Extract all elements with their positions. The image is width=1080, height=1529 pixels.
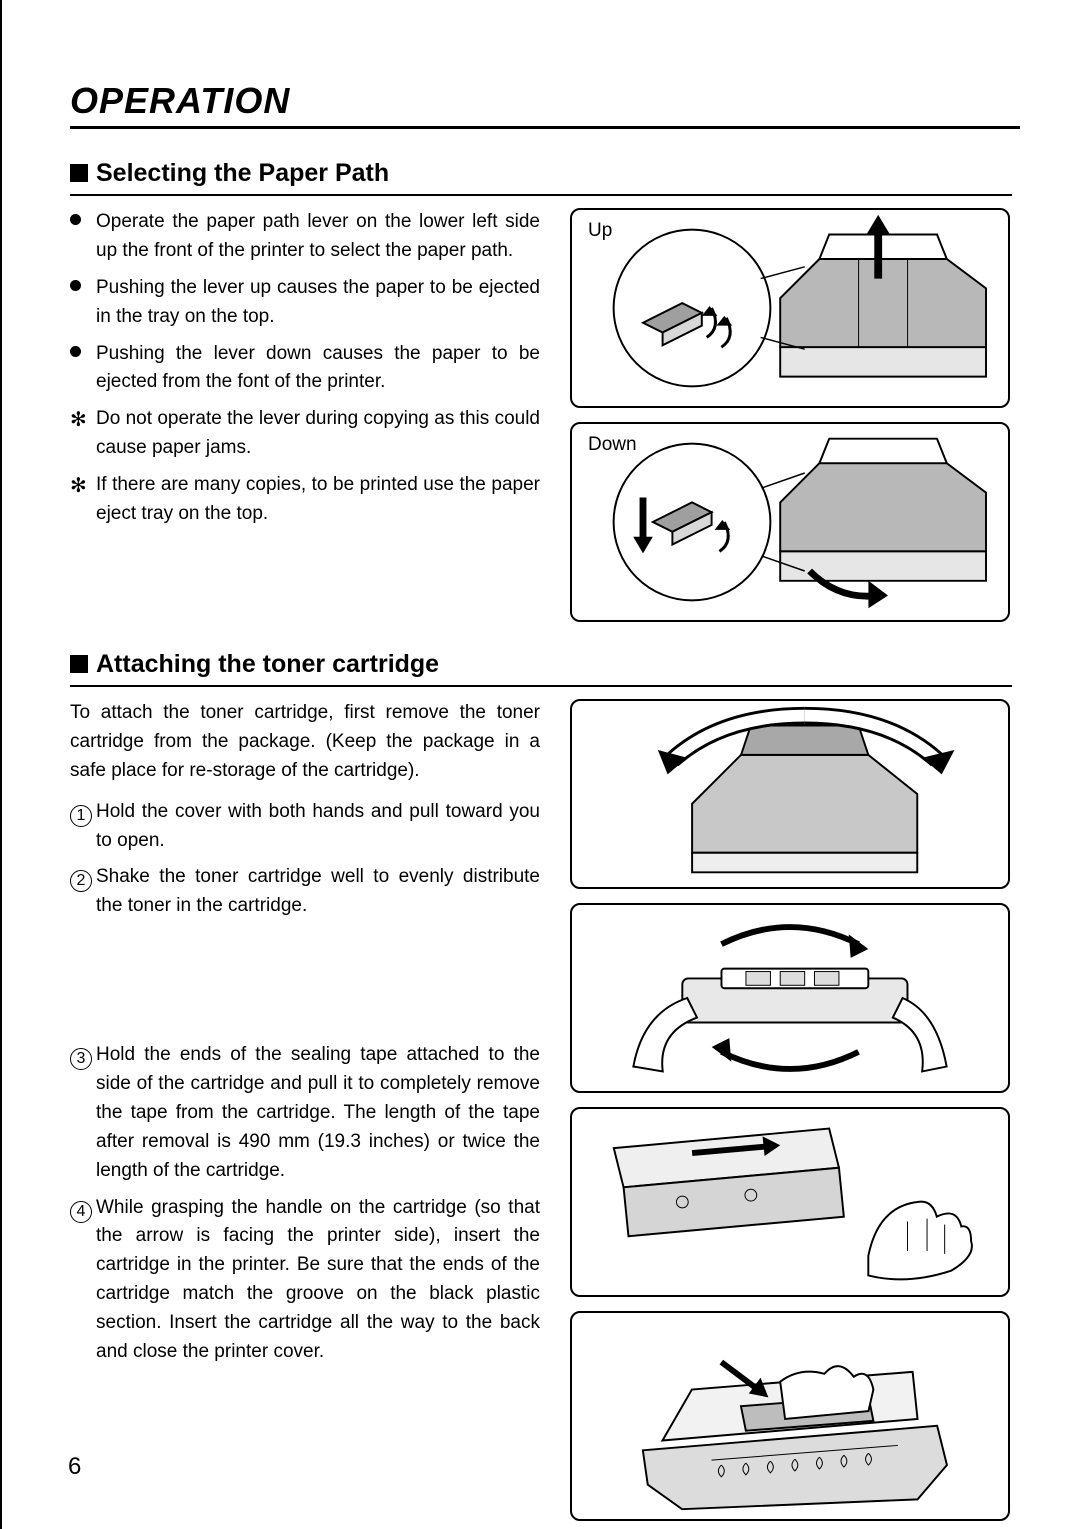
figure-lever-down: Down (570, 422, 1010, 622)
asterisk-icon: ✻ (70, 471, 92, 501)
figure-label: Down (586, 434, 639, 456)
list-item: ✻If there are many copies, to be printed… (70, 471, 540, 529)
bullet-dot-icon (70, 340, 92, 369)
section-paper-path: Selecting the Paper Path Operate the pap… (62, 159, 1020, 622)
step-number-icon: 3 (70, 1041, 92, 1070)
shake-cartridge-icon (572, 905, 1008, 1091)
page-title: OPERATION (70, 80, 1020, 129)
step-item: 1Hold the cover with both hands and pull… (70, 798, 540, 856)
subheading-toner: Attaching the toner cartridge (70, 650, 1012, 687)
step-number-icon: 4 (70, 1194, 92, 1223)
open-cover-icon (572, 701, 1008, 887)
step-item: 4While grasping the handle on the cartri… (70, 1194, 540, 1367)
pull-tape-icon (572, 1109, 1008, 1295)
paper-path-text: Operate the paper path lever on the lowe… (70, 208, 540, 622)
bullet-dot-icon (70, 274, 92, 303)
list-item: Operate the paper path lever on the lowe… (70, 208, 540, 266)
list-item: Pushing the lever down causes the paper … (70, 340, 540, 398)
step-item: 2Shake the toner cartridge well to evenl… (70, 863, 540, 921)
insert-cartridge-icon (572, 1313, 1008, 1519)
asterisk-icon: ✻ (70, 405, 92, 435)
section-toner: Attaching the toner cartridge To attach … (62, 650, 1020, 1521)
manual-page: OPERATION Selecting the Paper Path Opera… (0, 0, 1080, 1529)
step-number-icon: 1 (70, 798, 92, 827)
figure-insert-cartridge (570, 1311, 1010, 1521)
square-bullet-icon (70, 655, 88, 673)
page-number: 6 (68, 1453, 81, 1481)
subheading-paper-path: Selecting the Paper Path (70, 159, 1012, 196)
figure-shake-cartridge (570, 903, 1010, 1093)
printer-up-icon (572, 210, 1008, 406)
step-item: 3Hold the ends of the sealing tape attac… (70, 1041, 540, 1185)
figure-pull-tape (570, 1107, 1010, 1297)
intro-text: To attach the toner cartridge, first rem… (70, 699, 540, 786)
toner-text: To attach the toner cartridge, first rem… (70, 699, 540, 1521)
bullet-dot-icon (70, 208, 92, 237)
figure-label: Up (586, 220, 614, 242)
list-item: Pushing the lever up causes the paper to… (70, 274, 540, 332)
figure-open-cover (570, 699, 1010, 889)
step-number-icon: 2 (70, 863, 92, 892)
list-item: ✻Do not operate the lever during copying… (70, 405, 540, 463)
square-bullet-icon (70, 164, 88, 182)
figure-lever-up: Up (570, 208, 1010, 408)
